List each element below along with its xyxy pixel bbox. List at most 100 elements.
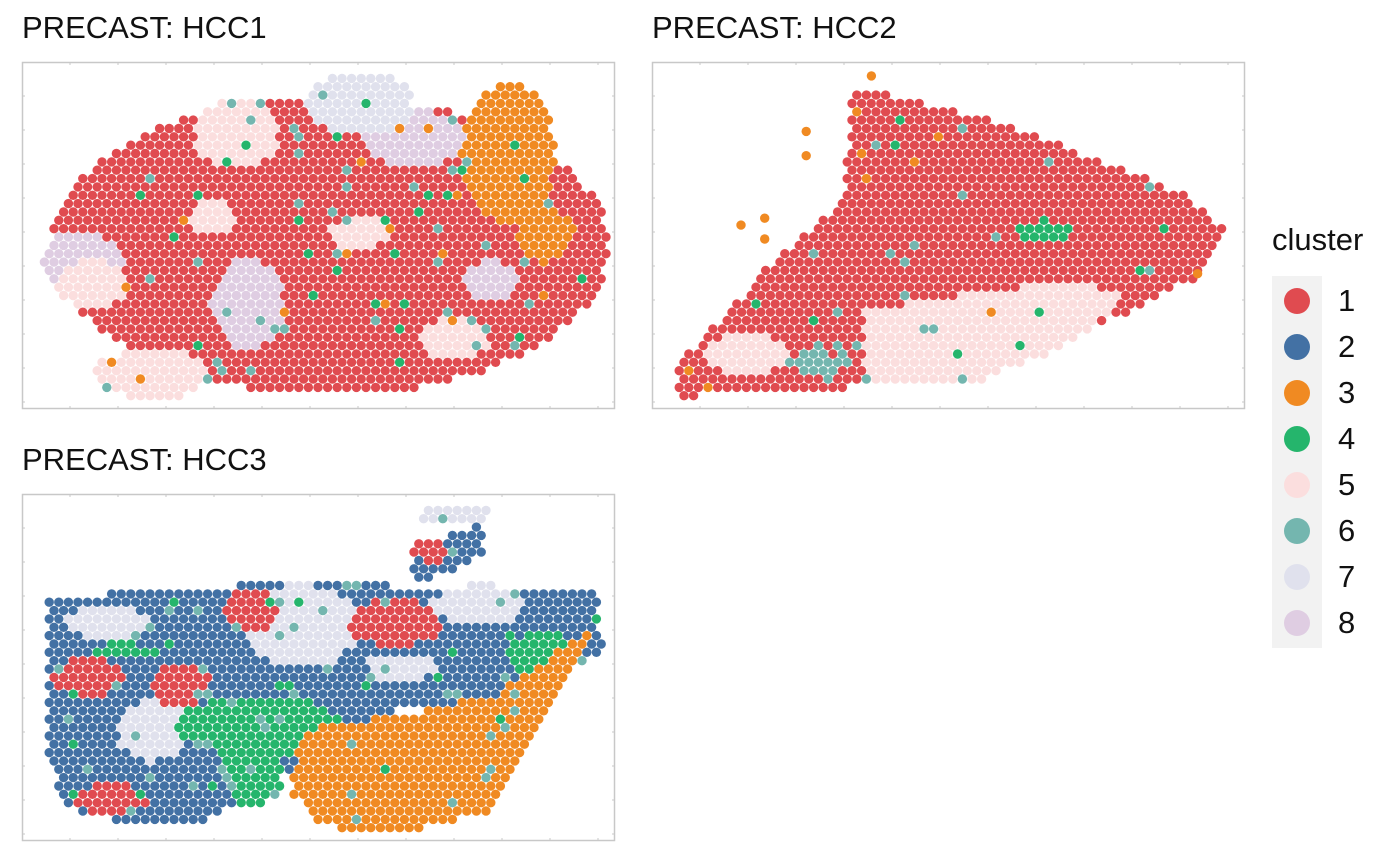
spot-cluster-2 xyxy=(447,530,458,541)
spot-cluster-1 xyxy=(866,165,876,175)
spot-cluster-8 xyxy=(462,274,472,284)
spot-cluster-1 xyxy=(1111,257,1121,267)
spot-cluster-5 xyxy=(198,215,208,225)
spot-cluster-5 xyxy=(63,265,74,276)
spot-cluster-1 xyxy=(346,190,357,200)
spot-cluster-1 xyxy=(770,282,780,292)
spot-cluster-2 xyxy=(121,697,131,708)
spot-cluster-5 xyxy=(866,349,876,359)
spot-cluster-5 xyxy=(861,340,872,351)
spot-cluster-6 xyxy=(784,357,795,367)
spot-cluster-1 xyxy=(1029,132,1040,142)
spot-cluster-1 xyxy=(948,257,958,267)
spot-cluster-2 xyxy=(188,764,198,774)
spot-cluster-1 xyxy=(452,207,462,217)
spot-cluster-2 xyxy=(207,630,218,641)
spot-cluster-1 xyxy=(986,224,996,234)
spot-cluster-5 xyxy=(1063,307,1073,317)
spot-cluster-1 xyxy=(972,232,982,242)
spot-cluster-5 xyxy=(231,157,242,167)
spot-cluster-5 xyxy=(1087,299,1097,309)
spot-cluster-8 xyxy=(231,290,242,301)
spot-cluster-1 xyxy=(1149,257,1160,267)
spot-cluster-1 xyxy=(178,182,189,192)
spot-cluster-4 xyxy=(217,747,227,758)
spot-cluster-2 xyxy=(490,639,501,649)
spot-cluster-5 xyxy=(741,366,752,376)
spot-cluster-1 xyxy=(972,198,982,209)
spot-cluster-1 xyxy=(78,190,88,200)
spot-cluster-4 xyxy=(543,630,554,641)
spot-cluster-2 xyxy=(351,714,362,724)
spot-cluster-1 xyxy=(1015,274,1025,284)
spot-cluster-1 xyxy=(933,115,944,125)
legend-item-3: 3 xyxy=(1272,370,1355,416)
spot-cluster-1 xyxy=(876,232,886,242)
spot-cluster-2 xyxy=(58,756,69,766)
spot-cluster-1 xyxy=(1202,232,1212,242)
spot-cluster-1 xyxy=(212,324,222,334)
spot-cluster-1 xyxy=(823,257,833,267)
spot-cluster-1 xyxy=(832,290,843,301)
spot-cluster-1 xyxy=(255,198,266,209)
spot-cluster-1 xyxy=(938,290,948,301)
spot-cluster-1 xyxy=(231,589,242,599)
spot-cluster-1 xyxy=(928,257,939,267)
spot-cluster-2 xyxy=(164,806,174,816)
legend-title: cluster xyxy=(1272,222,1364,257)
spot-cluster-1 xyxy=(866,249,876,259)
spot-cluster-1 xyxy=(466,232,477,242)
spot-cluster-1 xyxy=(765,290,776,301)
spot-cluster-8 xyxy=(106,257,117,267)
spot-cluster-3 xyxy=(514,747,525,758)
spot-cluster-3 xyxy=(337,722,347,733)
spot-cluster-5 xyxy=(981,366,992,376)
spot-cluster-5 xyxy=(967,307,977,317)
spot-layer xyxy=(39,73,611,401)
spot-cluster-1 xyxy=(270,173,280,184)
spot-cluster-1 xyxy=(260,622,270,632)
spot-cluster-5 xyxy=(212,123,222,134)
spot-cluster-5 xyxy=(356,240,366,251)
spot-cluster-2 xyxy=(159,614,170,624)
spot-cluster-5 xyxy=(1063,290,1073,301)
spot-cluster-3 xyxy=(370,747,381,758)
spot-cluster-1 xyxy=(933,265,944,276)
spot-cluster-1 xyxy=(438,282,448,292)
spot-cluster-1 xyxy=(567,207,578,217)
spot-cluster-1 xyxy=(226,182,237,192)
spot-cluster-1 xyxy=(313,282,323,292)
spot-cluster-1 xyxy=(582,265,592,276)
spot-cluster-8 xyxy=(265,299,275,309)
spot-cluster-7 xyxy=(356,107,366,117)
spot-cluster-1 xyxy=(303,299,314,309)
spot-cluster-1 xyxy=(140,249,150,259)
spot-cluster-1 xyxy=(900,157,910,167)
spot-cluster-1 xyxy=(318,224,328,234)
spot-cluster-1 xyxy=(183,224,194,234)
spot-cluster-3 xyxy=(366,739,376,749)
spot-cluster-3 xyxy=(442,789,453,799)
spot-cluster-3 xyxy=(490,756,501,766)
spot-cluster-4 xyxy=(236,714,246,724)
spot-cluster-1 xyxy=(962,215,972,225)
spot-cluster-2 xyxy=(183,639,194,649)
spot-cluster-2 xyxy=(346,672,357,683)
spot-cluster-2 xyxy=(82,781,93,791)
spot-cluster-8 xyxy=(414,140,424,150)
spot-cluster-5 xyxy=(1010,349,1020,359)
spot-cluster-1 xyxy=(1063,257,1073,267)
spot-cluster-3 xyxy=(514,731,525,741)
spot-cluster-3 xyxy=(361,814,371,825)
spot-cluster-4 xyxy=(313,714,323,724)
spot-cluster-7 xyxy=(318,656,328,666)
spot-cluster-2 xyxy=(145,789,155,799)
spot-cluster-1 xyxy=(164,123,174,134)
spot-cluster-2 xyxy=(49,656,59,666)
spot-cluster-5 xyxy=(366,240,376,251)
spot-cluster-1 xyxy=(116,307,126,317)
spot-cluster-1 xyxy=(1111,274,1121,284)
spot-cluster-1 xyxy=(260,340,270,351)
spot-cluster-7 xyxy=(164,722,174,733)
spot-cluster-1 xyxy=(404,357,414,367)
